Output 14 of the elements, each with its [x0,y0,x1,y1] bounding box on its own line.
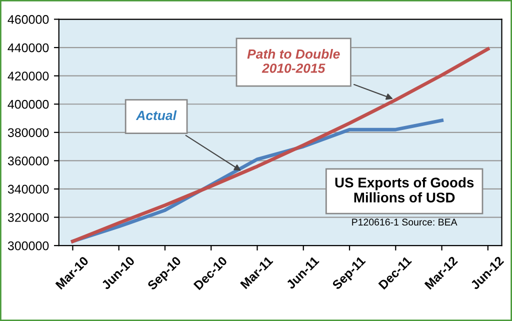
y-tick-label: 420000 [8,72,49,80]
y-tick-label: 340000 [8,184,49,194]
y-tick-label: 360000 [8,156,49,166]
annotation: P120616-1 Source: BEA [352,218,458,226]
text: Path to Double 2010-2015 [247,49,340,73]
line-series [70,47,490,244]
y-tick-label: 380000 [8,128,49,138]
y-tick-label: 300000 [8,241,49,250]
y-tick-label: 320000 [8,213,49,222]
y-tick-label: 400000 [8,100,49,109]
text: Actual [136,110,177,120]
text: US Exports of Goods Millions of USD [335,177,474,202]
y-tick-label: 460000 [8,15,49,24]
y-tick-label: 440000 [8,43,49,52]
